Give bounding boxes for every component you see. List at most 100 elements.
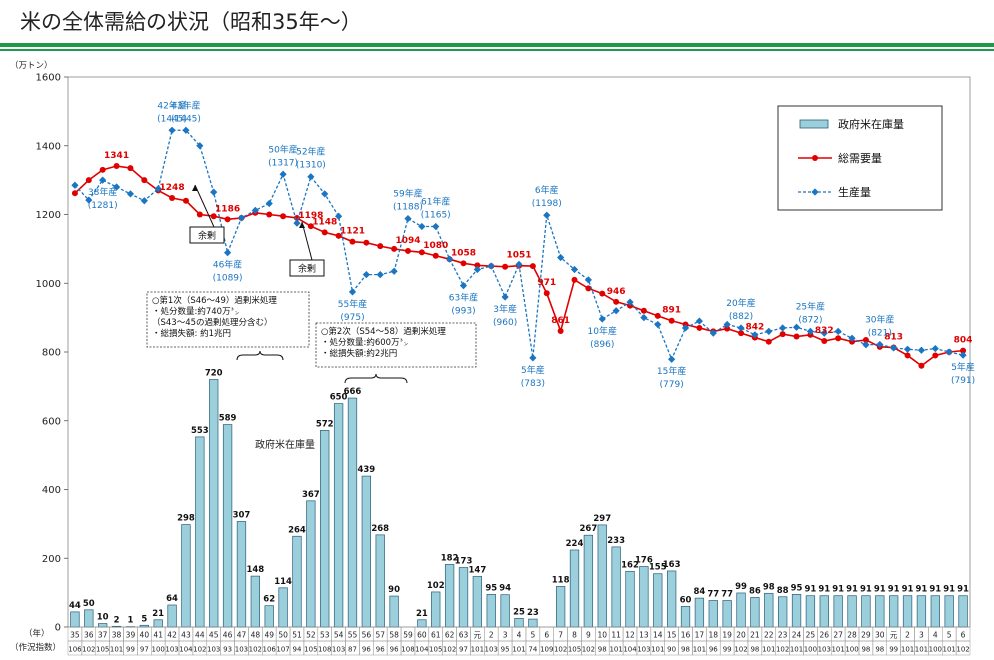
demand-point: [835, 335, 842, 342]
production-year-label: 61年産: [421, 196, 450, 208]
title-rule-thick: [0, 43, 994, 47]
inventory-bar: [500, 594, 510, 628]
legend-production-marker: [811, 188, 819, 196]
production-point: [695, 317, 703, 325]
production-point: [529, 354, 537, 362]
demand-value-label: 1248: [160, 183, 185, 193]
y-tick-label: 400: [42, 485, 61, 496]
production-year-label: 6年産: [535, 184, 559, 196]
inventory-bar: [264, 605, 274, 628]
crop-index-label: 104: [415, 646, 429, 654]
demand-value-label: 813: [884, 333, 903, 343]
inventory-bar: [625, 570, 635, 628]
x-tick-label: 21: [750, 631, 760, 640]
production-point: [876, 340, 884, 349]
inventory-bar: [875, 595, 885, 628]
production-point: [487, 262, 495, 270]
x-tick-label: 53: [320, 631, 330, 640]
page-title: 米の全体需給の状況（昭和35年～）: [20, 10, 362, 34]
inventory-bar: [791, 593, 802, 628]
inventory-bar-label: 44: [69, 601, 81, 611]
x-tick-label: 6: [961, 631, 966, 640]
x-tick-label: 11: [611, 631, 621, 640]
inventory-bar-label: 91: [902, 585, 914, 595]
production-point: [99, 176, 107, 184]
x-tick-label: 55: [348, 631, 358, 640]
x-tick-label: 3: [919, 631, 924, 640]
inventory-bar: [611, 546, 621, 628]
production-year-label: 50年産: [268, 143, 297, 155]
inventory-bar-label: 23: [527, 608, 539, 618]
x-tick-label: 5: [947, 631, 952, 640]
production-year-label: 59年産: [393, 188, 422, 200]
crop-index-label: 103: [207, 646, 220, 654]
demand-point: [613, 298, 620, 305]
x-tick-label: 40: [140, 631, 150, 640]
x-tick-label: 36: [84, 631, 94, 640]
crop-index-label: 101: [942, 646, 955, 654]
demand-point: [918, 362, 925, 369]
production-value-label: (1281): [88, 201, 118, 211]
x-tick-label: 50: [278, 631, 288, 640]
production-point: [279, 170, 287, 178]
production-point: [265, 199, 273, 208]
production-year-label: 5年産: [951, 361, 975, 373]
x-tick-label: 37: [98, 631, 108, 640]
inventory-bar: [333, 403, 344, 628]
production-year-label: 52年産: [296, 146, 325, 158]
crop-index-label: 98: [875, 646, 884, 654]
inventory-bar-label: 10: [97, 613, 109, 623]
crop-index-label: 100: [845, 646, 858, 654]
x-tick-label: 7: [558, 631, 563, 640]
crop-index-label: 87: [348, 646, 357, 654]
production-year-label: 5年産: [521, 364, 545, 376]
x-tick-label: 41: [153, 631, 163, 640]
crop-index-label: 104: [179, 646, 193, 654]
demand-point: [266, 211, 273, 218]
crop-index-label: 101: [512, 646, 525, 654]
demand-point: [640, 307, 647, 314]
crop-index-label: 101: [762, 646, 775, 654]
x-tick-label: 20: [736, 631, 746, 640]
x-tick-label: 28: [847, 631, 857, 640]
crop-index-label: 103: [485, 646, 498, 654]
production-value-label: (882): [729, 312, 753, 322]
production-point: [834, 327, 842, 335]
crop-index-label: 102: [776, 646, 789, 654]
production-point: [321, 190, 329, 198]
y-axis-label: （万トン）: [10, 60, 53, 71]
crop-index-label: 104: [623, 646, 637, 654]
x-tick-label: 25: [806, 631, 816, 640]
production-point: [640, 314, 648, 322]
inventory-bar: [347, 397, 358, 628]
inventory-bar-label: 91: [860, 585, 872, 595]
disposal-box: [146, 291, 310, 348]
inventory-bar: [278, 587, 288, 628]
production-point: [459, 282, 468, 290]
crop-index-label: 96: [376, 646, 385, 654]
inventory-bar-label: 94: [499, 584, 511, 594]
inventory-bar: [764, 592, 774, 628]
inventory-bar-label: 298: [177, 514, 195, 524]
production-value-label: (821): [868, 328, 892, 338]
production-point: [709, 329, 717, 337]
inventory-bar-label: 553: [191, 426, 209, 436]
production-point: [362, 271, 370, 279]
production-year-label: 20年産: [726, 297, 755, 309]
demand-point: [224, 216, 231, 223]
inventory-bar-label: 91: [888, 585, 900, 595]
inventory-bar-label: 572: [316, 419, 334, 429]
production-point: [737, 324, 745, 332]
disposal-text: ○第1次（S46～49）過剰米処理: [152, 295, 277, 306]
x-tick-label: 16: [681, 631, 691, 640]
demand-value-label: 1080: [423, 241, 448, 251]
production-point: [196, 142, 204, 150]
x-tick-label: 46: [223, 631, 233, 640]
demand-point: [210, 213, 217, 220]
legend-demand-label: 総需要量: [838, 151, 882, 165]
surplus-label: 余剰: [198, 230, 216, 242]
crop-index-label: 102: [734, 646, 747, 654]
crop-index-label: 99: [723, 646, 732, 654]
inventory-bar: [902, 595, 913, 628]
